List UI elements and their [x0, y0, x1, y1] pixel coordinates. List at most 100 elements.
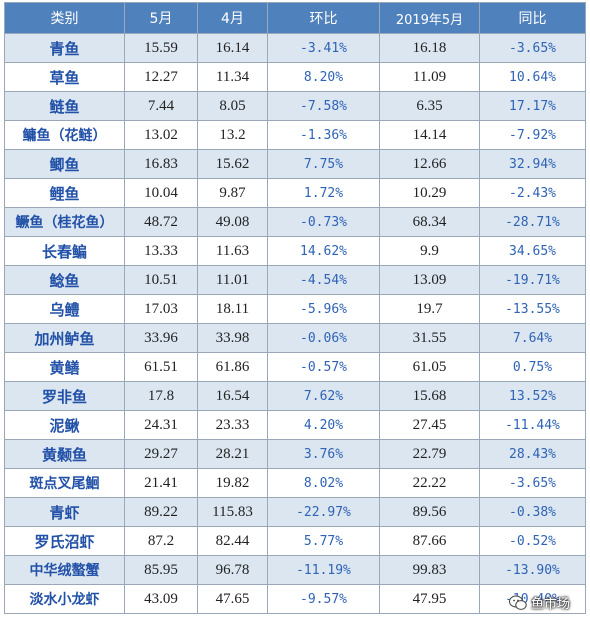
mom-change-cell: -5.96%: [267, 294, 380, 324]
row-name-cell: 中华绒螯蟹: [4, 555, 125, 585]
april-price-cell: 18.11: [197, 294, 268, 324]
row-name-cell: 黄颡鱼: [4, 439, 125, 469]
may-2019-price-cell: 16.18: [379, 33, 480, 63]
yoy-change-cell: -0.38%: [479, 497, 586, 527]
may-price-cell: 10.51: [124, 265, 198, 295]
table-row: 乌鳢 17.03 18.11 -5.96% 19.7 -13.55%: [4, 294, 586, 324]
row-name-cell: 草鱼: [4, 62, 125, 92]
mom-change-cell: 8.02%: [267, 468, 380, 498]
may-2019-price-cell: 99.83: [379, 555, 480, 585]
yoy-change-cell: -11.44%: [479, 410, 586, 440]
wechat-icon: [508, 595, 527, 611]
row-name-cell: 鲤鱼: [4, 178, 125, 208]
row-name-cell: 青鱼: [4, 33, 125, 63]
may-price-cell: 43.09: [124, 584, 198, 614]
may-price-cell: 21.41: [124, 468, 198, 498]
may-price-cell: 24.31: [124, 410, 198, 440]
may-2019-price-cell: 47.95: [379, 584, 480, 614]
table-row: 鲤鱼 10.04 9.87 1.72% 10.29 -2.43%: [4, 178, 586, 208]
april-price-cell: 16.54: [197, 381, 268, 411]
yoy-change-cell: -3.65%: [479, 468, 586, 498]
table-row: 青虾 89.22 115.83 -22.97% 89.56 -0.38%: [4, 497, 586, 527]
price-table: 类别 5月 4月 环比 2019年5月 同比 青鱼 15.59 16.14 -3.41…: [4, 2, 586, 614]
table-row: 加州鲈鱼 33.96 33.98 -0.06% 31.55 7.64%: [4, 323, 586, 353]
mom-change-cell: 8.20%: [267, 62, 380, 92]
yoy-change-cell: -13.55%: [479, 294, 586, 324]
mom-change-cell: 14.62%: [267, 236, 380, 266]
table-row: 中华绒螯蟹 85.95 96.78 -11.19% 99.83 -13.90%: [4, 555, 586, 585]
yoy-change-cell: -2.43%: [479, 178, 586, 208]
row-name-cell: 罗氏沼虾: [4, 526, 125, 556]
row-name-cell: 鲢鱼: [4, 91, 125, 121]
table-row: 青鱼 15.59 16.14 -3.41% 16.18 -3.65%: [4, 33, 586, 63]
may-price-cell: 13.33: [124, 236, 198, 266]
yoy-change-cell: 10.64%: [479, 62, 586, 92]
row-name-cell: 加州鲈鱼: [4, 323, 125, 353]
row-name-cell: 鳜鱼（桂花鱼）: [4, 207, 125, 237]
table-row: 草鱼 12.27 11.34 8.20% 11.09 10.64%: [4, 62, 586, 92]
may-2019-price-cell: 22.22: [379, 468, 480, 498]
may-2019-price-cell: 19.7: [379, 294, 480, 324]
may-2019-price-cell: 9.9: [379, 236, 480, 266]
header-may: 5月: [124, 2, 198, 34]
yoy-change-cell: -0.52%: [479, 526, 586, 556]
table-row: 泥鳅 24.31 23.33 4.20% 27.45 -11.44%: [4, 410, 586, 440]
table-row: 淡水小龙虾 43.09 47.65 -9.57% 47.95 -10.40%: [4, 584, 586, 614]
april-price-cell: 13.2: [197, 120, 268, 150]
mom-change-cell: -9.57%: [267, 584, 380, 614]
april-price-cell: 11.34: [197, 62, 268, 92]
table-row: 罗非鱼 17.8 16.54 7.62% 15.68 13.52%: [4, 381, 586, 411]
header-mom: 环比: [267, 2, 380, 34]
may-price-cell: 85.95: [124, 555, 198, 585]
table-row: 长春鳊 13.33 11.63 14.62% 9.9 34.65%: [4, 236, 586, 266]
april-price-cell: 19.82: [197, 468, 268, 498]
may-price-cell: 48.72: [124, 207, 198, 237]
yoy-change-cell: -7.92%: [479, 120, 586, 150]
april-price-cell: 23.33: [197, 410, 268, 440]
may-price-cell: 29.27: [124, 439, 198, 469]
april-price-cell: 28.21: [197, 439, 268, 469]
may-price-cell: 17.03: [124, 294, 198, 324]
may-2019-price-cell: 13.09: [379, 265, 480, 295]
may-2019-price-cell: 31.55: [379, 323, 480, 353]
row-name-cell: 罗非鱼: [4, 381, 125, 411]
row-name-cell: 鲶鱼: [4, 265, 125, 295]
may-2019-price-cell: 12.66: [379, 149, 480, 179]
mom-change-cell: -3.41%: [267, 33, 380, 63]
table-row: 罗氏沼虾 87.2 82.44 5.77% 87.66 -0.52%: [4, 526, 586, 556]
yoy-change-cell: -3.65%: [479, 33, 586, 63]
may-2019-price-cell: 14.14: [379, 120, 480, 150]
table-row: 鲫鱼 16.83 15.62 7.75% 12.66 32.94%: [4, 149, 586, 179]
may-price-cell: 33.96: [124, 323, 198, 353]
april-price-cell: 115.83: [197, 497, 268, 527]
table-body: 青鱼 15.59 16.14 -3.41% 16.18 -3.65% 草鱼 12.27 11.3…: [4, 33, 586, 614]
april-price-cell: 9.87: [197, 178, 268, 208]
header-april: 4月: [197, 2, 268, 34]
may-2019-price-cell: 61.05: [379, 352, 480, 382]
yoy-change-cell: 28.43%: [479, 439, 586, 469]
watermark: 鱼市场: [508, 593, 570, 612]
may-2019-price-cell: 22.79: [379, 439, 480, 469]
april-price-cell: 33.98: [197, 323, 268, 353]
header-yoy: 同比: [479, 2, 586, 34]
yoy-change-cell: -28.71%: [479, 207, 586, 237]
row-name-cell: 黄鳝: [4, 352, 125, 382]
yoy-change-cell: -19.71%: [479, 265, 586, 295]
table-row: 黄颡鱼 29.27 28.21 3.76% 22.79 28.43%: [4, 439, 586, 469]
may-price-cell: 7.44: [124, 91, 198, 121]
may-2019-price-cell: 89.56: [379, 497, 480, 527]
may-price-cell: 16.83: [124, 149, 198, 179]
row-name-cell: 斑点叉尾鮰: [4, 468, 125, 498]
row-name-cell: 鲫鱼: [4, 149, 125, 179]
may-price-cell: 87.2: [124, 526, 198, 556]
may-price-cell: 89.22: [124, 497, 198, 527]
may-2019-price-cell: 11.09: [379, 62, 480, 92]
table-row: 鳜鱼（桂花鱼） 48.72 49.08 -0.73% 68.34 -28.71%: [4, 207, 586, 237]
price-table-container: 类别 5月 4月 环比 2019年5月 同比 青鱼 15.59 16.14 -3.41…: [4, 2, 586, 614]
may-2019-price-cell: 27.45: [379, 410, 480, 440]
row-name-cell: 鳙鱼（花鲢）: [4, 120, 125, 150]
mom-change-cell: 1.72%: [267, 178, 380, 208]
table-header-row: 类别 5月 4月 环比 2019年5月 同比: [4, 2, 586, 34]
mom-change-cell: -1.36%: [267, 120, 380, 150]
mom-change-cell: -11.19%: [267, 555, 380, 585]
